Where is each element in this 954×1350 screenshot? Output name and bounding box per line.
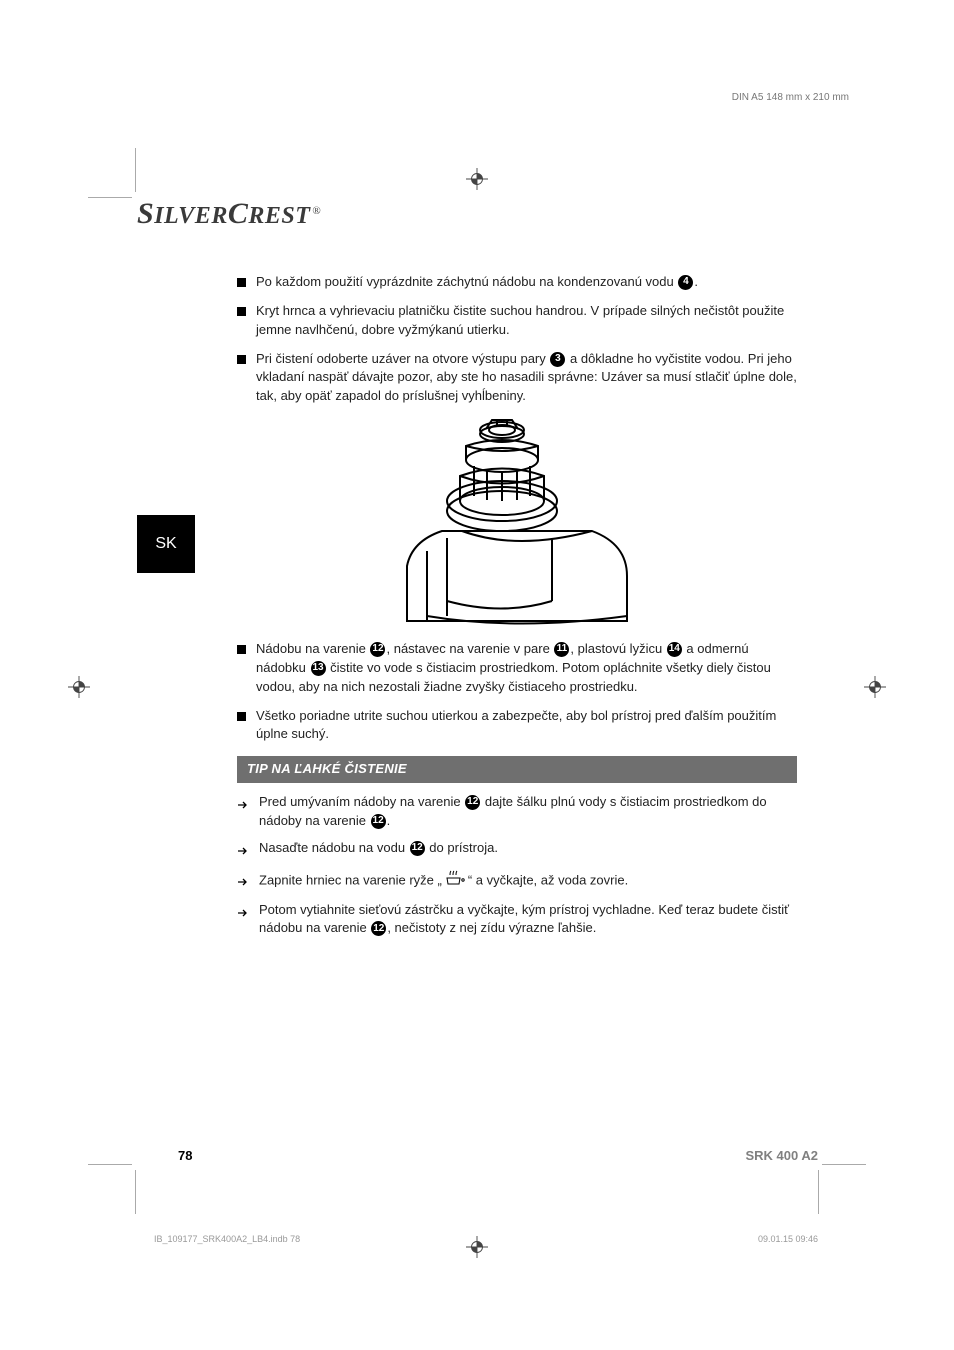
- page-number: 78: [178, 1148, 192, 1163]
- tip-item: Nasaďte nádobu na vodu 12 do prístroja.: [237, 839, 797, 862]
- callout-number: 12: [410, 841, 425, 856]
- callout-number: 12: [465, 795, 480, 810]
- callout-number: 4: [678, 275, 693, 290]
- crop-mark: [135, 1170, 136, 1214]
- tip-item: Potom vytiahnite sieťovú zástrčku a vyčk…: [237, 901, 797, 939]
- list-item-text: Pri čistení odoberte uzáver na otvore vý…: [256, 350, 797, 407]
- tip-item: Pred umývaním nádoby na varenie 12 dajte…: [237, 793, 797, 831]
- list-item-text: Nádobu na varenie 12, nástavec na vareni…: [256, 640, 797, 697]
- crop-mark: [822, 1164, 866, 1165]
- list-arrow-icon: [237, 905, 251, 939]
- tip-item: Zapnite hrniec na varenie ryže „“ a vyčk…: [237, 870, 797, 893]
- callout-number: 14: [667, 642, 682, 657]
- callout-number: 12: [370, 642, 385, 657]
- tip-heading: TIP NA ĽAHKÉ ČISTENIE: [237, 756, 797, 783]
- tip-item-text: Nasaďte nádobu na vodu 12 do prístroja.: [259, 839, 797, 862]
- imprint-datetime: 09.01.15 09:46: [758, 1234, 818, 1244]
- callout-number: 12: [371, 921, 386, 936]
- list-item-text: Po každom použití vyprázdnite záchytnú n…: [256, 273, 797, 292]
- trim-note: DIN A5 148 mm x 210 mm: [732, 92, 849, 103]
- registration-mark-icon: [466, 168, 488, 195]
- imprint-file: IB_109177_SRK400A2_LB4.indb 78: [154, 1234, 300, 1244]
- list-arrow-icon: [237, 797, 251, 831]
- imprint-line: IB_109177_SRK400A2_LB4.indb 78 09.01.15 …: [154, 1234, 818, 1244]
- registration-mark-icon: [68, 676, 90, 703]
- list-item: Pri čistení odoberte uzáver na otvore vý…: [237, 350, 797, 407]
- list-item: Kryt hrnca a vyhrievaciu platničku čisti…: [237, 302, 797, 340]
- brand-logo: SILVERCREST®: [137, 197, 817, 231]
- cook-mode-icon: [444, 870, 466, 892]
- crop-mark: [88, 197, 132, 198]
- list-item: Nádobu na varenie 12, nástavec na vareni…: [237, 640, 797, 697]
- callout-number: 11: [554, 642, 569, 657]
- crop-mark: [135, 148, 136, 192]
- list-arrow-icon: [237, 843, 251, 862]
- page-content: SILVERCREST® Po každom použití vyprázdni…: [137, 197, 817, 946]
- bullet-square-icon: [237, 712, 246, 721]
- tip-item-text: Potom vytiahnite sieťovú zástrčku a vyčk…: [259, 901, 797, 939]
- crop-mark: [818, 1170, 819, 1214]
- crop-mark: [88, 1164, 132, 1165]
- list-arrow-icon: [237, 874, 251, 893]
- list-item-text: Kryt hrnca a vyhrievaciu platničku čisti…: [256, 302, 797, 340]
- steam-valve-diagram: [402, 416, 632, 626]
- callout-number: 13: [311, 661, 326, 676]
- registration-mark-icon: [864, 676, 886, 703]
- callout-number: 3: [550, 352, 565, 367]
- bullet-square-icon: [237, 645, 246, 654]
- list-item: Po každom použití vyprázdnite záchytnú n…: [237, 273, 797, 292]
- body-text: Po každom použití vyprázdnite záchytnú n…: [237, 273, 797, 938]
- bullet-square-icon: [237, 307, 246, 316]
- tip-item-text: Zapnite hrniec na varenie ryže „“ a vyčk…: [259, 870, 797, 893]
- page-footer: 78 SRK 400 A2: [154, 1148, 818, 1163]
- callout-number: 12: [371, 814, 386, 829]
- list-item-text: Všetko poriadne utrite suchou utierkou a…: [256, 707, 797, 745]
- list-item: Všetko poriadne utrite suchou utierkou a…: [237, 707, 797, 745]
- tip-item-text: Pred umývaním nádoby na varenie 12 dajte…: [259, 793, 797, 831]
- model-number: SRK 400 A2: [746, 1148, 819, 1163]
- bullet-square-icon: [237, 278, 246, 287]
- bullet-square-icon: [237, 355, 246, 364]
